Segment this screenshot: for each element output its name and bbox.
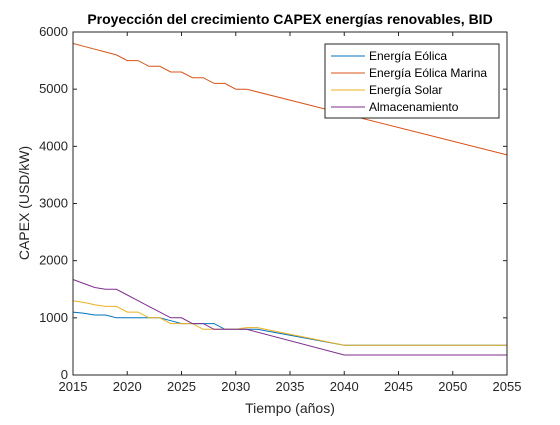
y-axis-label: CAPEX (USD/kW)	[16, 146, 32, 260]
series-line-3	[72, 300, 507, 346]
legend-label-1: Energía Eólica	[369, 49, 447, 63]
y-tick-label: 1000	[39, 310, 68, 325]
y-tick-label: 3000	[39, 196, 68, 211]
x-tick-label: 2055	[493, 379, 522, 394]
x-axis-label: Tiempo (años)	[245, 400, 335, 416]
x-tick-label: 2015	[59, 379, 88, 394]
legend: Energía Eólica Energía Eólica Marina Energ…	[324, 43, 500, 119]
x-tick-label: 2020	[113, 379, 142, 394]
y-tick-label: 2000	[39, 253, 68, 268]
y-tick-label: 4000	[39, 138, 68, 153]
x-tick-label: 2035	[276, 379, 305, 394]
x-tick-label: 2040	[330, 379, 359, 394]
series-layer	[72, 42, 508, 356]
chart-title: Proyección del crecimiento CAPEX energía…	[87, 11, 492, 27]
y-tick-label: 5000	[39, 81, 68, 96]
x-tick-label: 2025	[167, 379, 196, 394]
axes-layer: 2015 2020 2025 2030 2035 2040 2045 2050 2055 0 100…	[39, 24, 521, 394]
legend-label-3: Energía Solar	[369, 83, 442, 97]
x-tick-label: 2045	[384, 379, 413, 394]
legend-label-4: Almacenamiento	[369, 100, 459, 114]
x-tick-label: 2050	[438, 379, 467, 394]
legend-label-2: Energía Eólica Marina	[369, 66, 487, 80]
y-tick-label: 0	[61, 367, 68, 382]
x-tick-label: 2030	[221, 379, 250, 394]
series-line-4	[72, 279, 507, 356]
y-tick-label: 6000	[39, 24, 68, 39]
series-line-2	[72, 42, 508, 156]
